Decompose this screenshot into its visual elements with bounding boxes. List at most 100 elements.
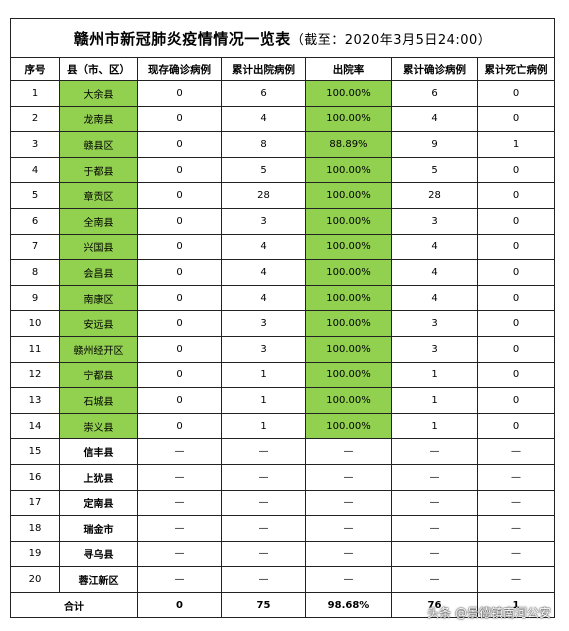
cell-county: 南康区 [59,284,138,312]
table-row: 11 赣州经开区 0 3 100.00% 3 0 [10,335,556,363]
cell-discharged: 3 [221,207,306,235]
cell-confirmed: — [391,515,478,542]
cell-current: 0 [137,284,222,312]
cell-current: 0 [137,156,222,184]
cell-no: 12 [10,361,60,389]
cell-deaths: — [476,438,556,465]
cell-confirmed: 4 [391,233,478,261]
cell-confirmed: 3 [391,310,478,337]
cell-deaths: 0 [476,233,556,261]
cell-no: 6 [10,207,60,235]
cell-discharged: 4 [221,259,306,286]
cell-rate: 100.00% [305,412,392,440]
cell-confirmed: — [391,540,478,568]
cell-confirmed: 6 [391,80,478,107]
total-discharged: 75 [221,591,306,619]
cell-discharged: 1 [221,361,306,389]
cell-county: 蓉江新区 [59,566,138,593]
cell-discharged: — [221,489,306,517]
cell-deaths: 0 [476,335,556,363]
cell-county: 上犹县 [59,463,138,491]
cell-rate: — [305,489,392,517]
cell-no: 16 [10,463,60,491]
cell-deaths: — [476,540,556,568]
cell-county: 会昌县 [59,259,138,286]
cell-discharged: 4 [221,284,306,312]
cell-current: 0 [137,361,222,389]
cell-no: 8 [10,259,60,286]
cell-current: 0 [137,182,222,209]
cell-current: — [137,515,222,542]
table-row: 8 会昌县 0 4 100.00% 4 0 [10,259,556,286]
table-row: 20 蓉江新区 — — — — — [10,566,556,593]
cell-county: 寻乌县 [59,540,138,568]
cell-no: 14 [10,412,60,440]
cell-rate: 100.00% [305,259,392,286]
cell-deaths: 0 [476,387,556,414]
table-row: 14 崇义县 0 1 100.00% 1 0 [10,412,556,440]
cell-rate: — [305,540,392,568]
cell-deaths: 0 [476,207,556,235]
cell-current: 0 [137,233,222,261]
cell-deaths: 0 [476,284,556,312]
table-row: 13 石城县 0 1 100.00% 1 0 [10,387,556,414]
cell-discharged: — [221,438,306,465]
cell-no: 15 [10,438,60,465]
cell-rate: 100.00% [305,156,392,184]
watermark: 头条 @景德镇南河公安 [427,606,551,620]
cell-rate: — [305,515,392,542]
cell-deaths: 1 [476,131,556,158]
cell-current: — [137,540,222,568]
cell-rate: 100.00% [305,80,392,107]
table-row: 5 章贡区 0 28 100.00% 28 0 [10,182,556,209]
cell-no: 2 [10,105,60,133]
cell-no: 5 [10,182,60,209]
header-row: 序号 县（市、区） 现存确诊病例 累计出院病例 出院率 累计确诊病例 累计死亡病… [10,57,556,81]
header-no: 序号 [10,57,60,81]
cell-confirmed: 4 [391,259,478,286]
cell-rate: 100.00% [305,335,392,363]
cell-county: 章贡区 [59,182,138,209]
cell-no: 19 [10,540,60,568]
table-row: 12 宁都县 0 1 100.00% 1 0 [10,361,556,389]
header-rate: 出院率 [305,57,392,81]
cell-discharged: 1 [221,412,306,440]
cell-confirmed: 1 [391,412,478,440]
cell-county: 瑞金市 [59,515,138,542]
table-subtitle: （截至：2020年3月5日24:00） [290,32,492,48]
cell-county: 石城县 [59,387,138,414]
cell-county: 宁都县 [59,361,138,389]
cell-discharged: 5 [221,156,306,184]
table-row: 18 瑞金市 — — — — — [10,515,556,542]
table-row: 7 兴国县 0 4 100.00% 4 0 [10,233,556,261]
cell-deaths: 0 [476,259,556,286]
cell-rate: — [305,566,392,593]
cell-confirmed: 4 [391,105,478,133]
cell-current: — [137,489,222,517]
cell-rate: 100.00% [305,310,392,337]
cell-current: — [137,438,222,465]
cell-county: 崇义县 [59,412,138,440]
cell-current: — [137,566,222,593]
table-row: 6 全南县 0 3 100.00% 3 0 [10,207,556,235]
cell-county: 安远县 [59,310,138,337]
epidemic-table-sheet: 赣州市新冠肺炎疫情情况一览表（截至：2020年3月5日24:00） 序号 县（市… [9,18,556,619]
table-row: 2 龙南县 0 4 100.00% 4 0 [10,105,556,133]
cell-deaths: — [476,566,556,593]
total-label: 合计 [10,591,138,619]
cell-deaths: 0 [476,105,556,133]
cell-county: 信丰县 [59,438,138,465]
cell-confirmed: 9 [391,131,478,158]
cell-county: 龙南县 [59,105,138,133]
cell-current: 0 [137,131,222,158]
cell-deaths: — [476,489,556,517]
cell-discharged: 1 [221,387,306,414]
cell-current: — [137,463,222,491]
table-row: 4 于都县 0 5 100.00% 5 0 [10,156,556,184]
cell-county: 兴国县 [59,233,138,261]
cell-current: 0 [137,259,222,286]
table-body: 1 大余县 0 6 100.00% 6 0 2 龙南县 0 4 100.00% 4 0 3 赣县区 0 8 88.8… [10,80,556,593]
cell-confirmed: 5 [391,156,478,184]
table-row: 19 寻乌县 — — — — — [10,540,556,568]
cell-rate: 100.00% [305,361,392,389]
